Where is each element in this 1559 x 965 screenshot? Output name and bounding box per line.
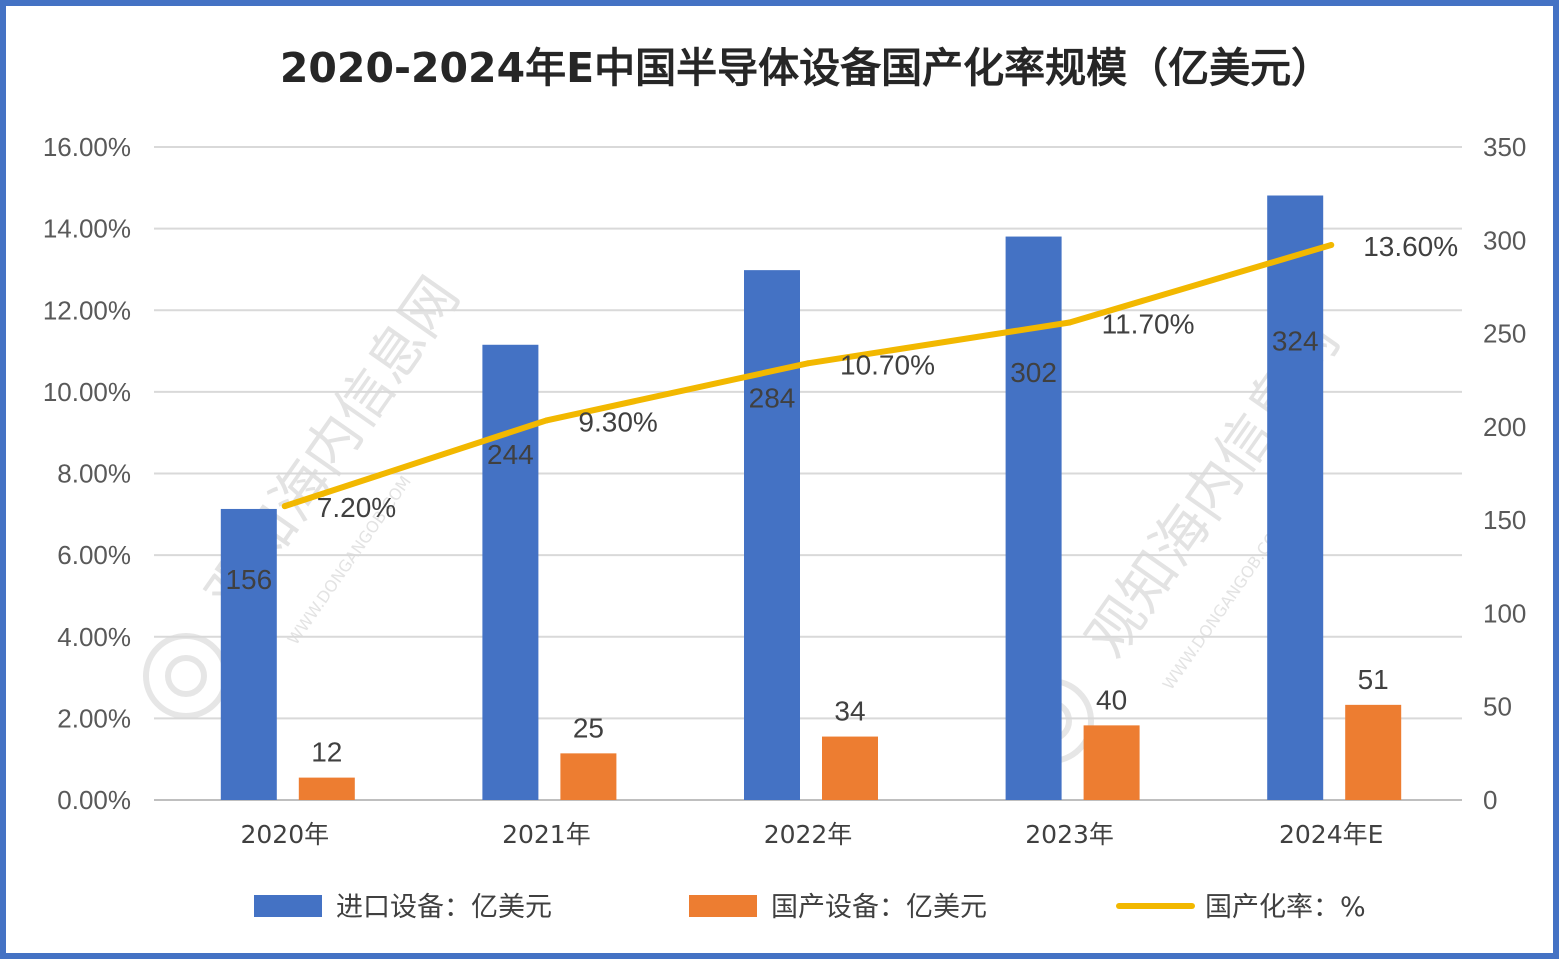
rate-point bbox=[543, 417, 550, 424]
right-axis-ticks: 0 50 100 150 200 250 300 350 bbox=[1483, 132, 1526, 815]
legend-swatch bbox=[689, 895, 757, 917]
rate-label: 7.20% bbox=[317, 492, 396, 523]
bar-import bbox=[220, 508, 277, 800]
left-tick-label: 12.00% bbox=[43, 295, 131, 325]
watermark-logo-left bbox=[143, 633, 229, 719]
bar-domestic-label: 25 bbox=[573, 712, 604, 743]
left-tick-label: 4.00% bbox=[57, 622, 131, 652]
left-tick-label: 16.00% bbox=[43, 132, 131, 162]
right-tick-label: 300 bbox=[1483, 225, 1526, 255]
bar-import bbox=[1005, 236, 1062, 800]
bar-domestic-label: 51 bbox=[1358, 664, 1389, 695]
chart-title: 2020-2024年E中国半导体设备国产化率规模（亿美元） bbox=[280, 44, 1332, 92]
rate-point bbox=[1328, 241, 1335, 248]
left-tick-label: 0.00% bbox=[57, 785, 131, 815]
data-labels: 156 12 244 25 284 34 302 40 324 51 7.20% 9.30% 10.70… bbox=[225, 231, 1458, 768]
legend-swatch bbox=[254, 895, 322, 917]
left-tick-label: 8.00% bbox=[57, 459, 131, 489]
right-tick-label: 250 bbox=[1483, 319, 1526, 349]
left-tick-label: 6.00% bbox=[57, 540, 131, 570]
legend-label: 国产设备：亿美元 bbox=[771, 892, 987, 923]
right-tick-label: 200 bbox=[1483, 412, 1526, 442]
category-label: 2022年 bbox=[764, 820, 853, 849]
chart-canvas: 观知海内信息网 WWW.DONGANGOB.COM 观知海内信息网 WWW.DO… bbox=[43, 44, 1527, 923]
category-label: 2023年 bbox=[1025, 820, 1114, 849]
rate-point bbox=[1066, 319, 1073, 326]
gridlines bbox=[154, 146, 1462, 801]
rate-label: 9.30% bbox=[578, 406, 657, 437]
rate-label: 10.70% bbox=[840, 349, 935, 380]
bar-import-label: 284 bbox=[749, 382, 796, 413]
category-label: 2021年 bbox=[502, 820, 591, 849]
bar-domestic bbox=[822, 736, 878, 800]
right-tick-label: 50 bbox=[1483, 692, 1512, 722]
rate-point bbox=[805, 360, 811, 367]
bar-import bbox=[482, 344, 539, 800]
right-tick-label: 350 bbox=[1483, 132, 1526, 162]
bar-domestic bbox=[298, 777, 355, 800]
legend-label: 进口设备：亿美元 bbox=[336, 892, 552, 923]
rate-point bbox=[281, 503, 288, 510]
rate-label: 13.60% bbox=[1363, 231, 1458, 262]
bar-import-label: 156 bbox=[225, 564, 272, 595]
legend-label: 国产化率：% bbox=[1205, 892, 1366, 923]
category-label: 2020年 bbox=[240, 820, 329, 849]
rate-label: 11.70% bbox=[1102, 308, 1195, 339]
bar-import bbox=[744, 270, 800, 800]
bar-import bbox=[1267, 195, 1324, 801]
bar-import-label: 244 bbox=[487, 439, 534, 470]
left-tick-label: 14.00% bbox=[43, 214, 131, 244]
bar-import-label: 324 bbox=[1272, 326, 1319, 357]
bar-domestic bbox=[560, 753, 617, 800]
left-tick-label: 10.00% bbox=[43, 377, 131, 407]
bars bbox=[220, 195, 1402, 801]
right-tick-label: 150 bbox=[1483, 505, 1526, 535]
bar-domestic-label: 40 bbox=[1096, 684, 1127, 715]
right-tick-label: 100 bbox=[1483, 598, 1526, 628]
bar-import-label: 302 bbox=[1010, 357, 1057, 388]
bar-domestic-label: 34 bbox=[834, 696, 865, 727]
category-labels: 2020年 2021年 2022年 2023年 2024年E bbox=[240, 820, 1383, 849]
bar-domestic bbox=[1345, 704, 1402, 800]
left-axis-ticks: 0.00% 2.00% 4.00% 6.00% 8.00% 10.00% 12.00% 14.… bbox=[43, 132, 131, 815]
bar-domestic-label: 12 bbox=[311, 737, 342, 768]
left-tick-label: 2.00% bbox=[57, 703, 131, 733]
rate-line bbox=[281, 241, 1335, 510]
bar-domestic bbox=[1083, 725, 1140, 800]
category-label: 2024年E bbox=[1279, 820, 1383, 849]
legend: 进口设备：亿美元 国产设备：亿美元 国产化率：% bbox=[254, 892, 1366, 923]
right-tick-label: 0 bbox=[1483, 785, 1497, 815]
